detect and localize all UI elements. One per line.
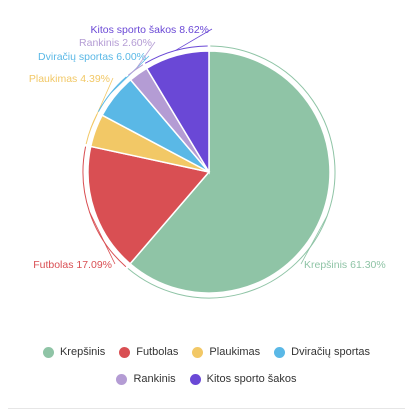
legend-item[interactable]: Krepšinis	[42, 346, 106, 358]
label-leader-line	[90, 77, 114, 129]
legend-item[interactable]: Kitos sporto šakos	[189, 373, 297, 385]
legend-swatch	[42, 346, 54, 358]
slice-label: Futbolas 17.09%	[33, 259, 112, 271]
legend-label: Krepšinis	[59, 346, 106, 358]
legend-swatch	[189, 373, 201, 385]
slice-outer-arc	[127, 45, 336, 299]
legend-row: Krepšinis Futbolas Plaukimas Dviračių sport…	[0, 341, 413, 363]
legend-swatch	[119, 346, 131, 358]
legend-swatch	[192, 346, 204, 358]
legend-item[interactable]: Rankinis	[116, 373, 176, 385]
pie-slice[interactable]	[129, 50, 331, 294]
legend-label: Dviračių sportas	[291, 346, 371, 358]
legend-label: Futbolas	[136, 346, 179, 358]
label-leader-line	[300, 215, 328, 265]
label-leader-line	[175, 28, 213, 51]
legend-label: Rankinis	[133, 373, 176, 385]
slice-label: Kitos sporto šakos 8.62%	[91, 24, 209, 36]
slice-label: Dviračių sportas 6.00%	[38, 51, 146, 63]
pie-slice[interactable]	[87, 145, 211, 265]
chart-legend: Krepšinis Futbolas Plaukimas Dviračių sport…	[0, 341, 413, 395]
label-leader-line	[135, 41, 156, 70]
legend-item[interactable]: Dviračių sportas	[274, 346, 370, 358]
legend-label: Plaukimas	[209, 346, 261, 358]
legend-item[interactable]: Futbolas	[119, 346, 178, 358]
legend-swatch	[274, 346, 286, 358]
legend-label: Kitos sporto šakos	[206, 373, 297, 385]
label-leader-line	[89, 211, 116, 265]
legend-swatch	[116, 373, 128, 385]
slice-label: Rankinis 2.60%	[79, 37, 152, 49]
slice-label: Plaukimas 4.39%	[29, 73, 110, 85]
legend-row: Rankinis Kitos sporto šakos	[0, 368, 413, 390]
divider	[8, 408, 405, 409]
legend-item[interactable]: Plaukimas	[192, 346, 260, 358]
pie-slice[interactable]	[145, 50, 210, 175]
pie-chart-svg: Krepšinis 61.30% Futbolas 17.09% Plaukimas…	[29, 24, 386, 299]
slice-label: Krepšinis 61.30%	[304, 259, 386, 271]
